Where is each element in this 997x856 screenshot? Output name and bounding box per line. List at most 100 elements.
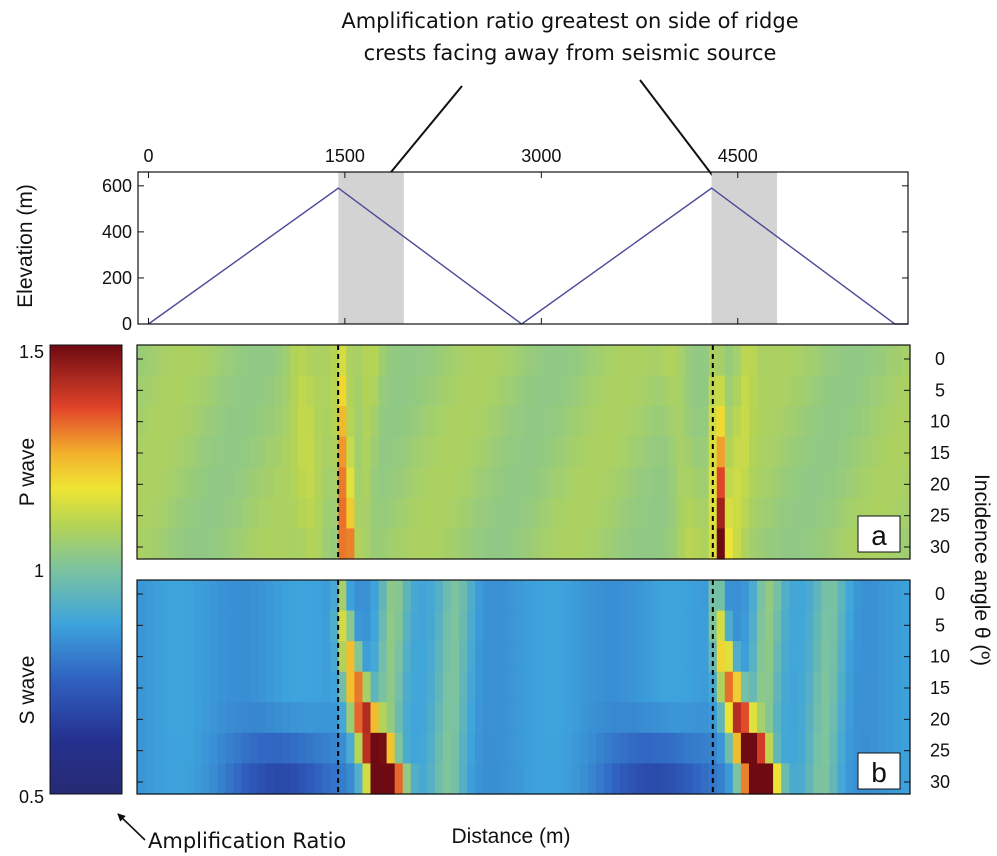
heatmap-b-cell bbox=[241, 763, 251, 795]
heatmap-b-cell bbox=[523, 641, 533, 673]
heatmap-b-cell bbox=[700, 641, 710, 673]
heatmap-b-cell bbox=[281, 763, 291, 795]
heatmap-a-cell bbox=[362, 528, 372, 560]
heatmap-b-cell bbox=[451, 671, 460, 703]
heatmap-b-cell bbox=[773, 702, 782, 734]
heatmap-a-cell bbox=[587, 467, 597, 499]
heatmap-b-cell bbox=[265, 580, 275, 612]
heatmap-a-cell bbox=[394, 436, 404, 468]
heatmap-a-cell bbox=[314, 467, 323, 499]
heatmap-b-cell bbox=[748, 763, 758, 795]
heatmap-a-cell bbox=[813, 406, 823, 438]
heatmap-a-cell bbox=[837, 467, 847, 499]
heatmap-a-cell bbox=[402, 436, 412, 468]
heatmap-a-cell bbox=[765, 345, 774, 377]
heatmap-b-cell bbox=[434, 671, 444, 703]
heatmap-a-cell bbox=[676, 375, 686, 407]
heatmap-b-cell bbox=[869, 641, 879, 673]
heatmap-a-cell bbox=[837, 528, 847, 560]
heatmap-a-cell bbox=[724, 497, 734, 530]
heatmap-a-cell bbox=[265, 436, 275, 468]
heatmap-b-cell bbox=[732, 580, 742, 612]
angle-tick-label-b-25: 25 bbox=[930, 741, 950, 761]
heatmap-b-cell bbox=[257, 763, 267, 795]
heatmap-b-cell bbox=[442, 641, 452, 673]
heatmap-a-cell bbox=[563, 436, 573, 468]
heatmap-b-cell bbox=[225, 732, 235, 765]
heatmap-a-cell bbox=[885, 467, 895, 499]
heatmap-b-cell bbox=[330, 610, 339, 642]
heatmap-b-cell bbox=[402, 732, 412, 765]
heatmap-a-cell bbox=[418, 497, 428, 530]
angle-tick-label-a-15: 15 bbox=[930, 443, 950, 463]
heatmap-b-cell bbox=[225, 610, 235, 642]
heatmap-b-cell bbox=[249, 641, 259, 673]
heatmap-b-cell bbox=[483, 580, 492, 612]
heatmap-b-cell bbox=[402, 580, 412, 612]
heatmap-b-cell bbox=[137, 580, 146, 612]
heatmap-a-cell bbox=[700, 528, 710, 560]
heatmap-b-cell bbox=[628, 610, 637, 642]
heatmap-b-cell bbox=[604, 580, 613, 612]
heatmap-a-cell bbox=[724, 436, 734, 468]
heatmap-b-cell bbox=[442, 610, 452, 642]
heatmap-b-cell bbox=[338, 763, 347, 795]
heatmap-b-cell bbox=[716, 610, 726, 642]
heatmap-b-cell bbox=[346, 671, 355, 703]
heatmap-b-cell bbox=[257, 641, 267, 673]
heatmap-b-cell bbox=[273, 732, 283, 765]
heatmap-a-cell bbox=[289, 345, 299, 377]
heatmap-a-cell bbox=[418, 345, 428, 377]
heatmap-a-cell bbox=[193, 345, 203, 377]
heatmap-b-cell bbox=[700, 732, 710, 765]
heatmap-a-cell bbox=[298, 467, 307, 499]
heatmap-b-cell bbox=[740, 610, 750, 642]
heatmap-a-cell bbox=[289, 436, 299, 468]
heatmap-a-cell bbox=[732, 467, 742, 499]
heatmap-b-cell bbox=[185, 580, 194, 612]
heatmap-a-cell bbox=[829, 345, 839, 377]
heatmap-b-cell bbox=[660, 763, 670, 795]
heatmap-a-cell bbox=[346, 467, 355, 499]
panel-a-frame bbox=[136, 344, 911, 560]
heatmap-a-cell bbox=[684, 375, 694, 407]
heatmap-a-cell bbox=[330, 467, 339, 499]
heatmap-a-cell bbox=[386, 436, 396, 468]
heatmap-a-cell bbox=[499, 528, 508, 560]
heatmap-b-cell bbox=[322, 732, 331, 765]
heatmap-b-cell bbox=[821, 610, 831, 642]
heatmap-b-cell bbox=[716, 671, 726, 703]
heatmap-b-cell bbox=[418, 641, 428, 673]
heatmap-b-cell bbox=[901, 732, 911, 765]
heatmap-a-cell bbox=[362, 406, 372, 438]
heatmap-a-cell bbox=[298, 345, 307, 377]
heatmap-b-cell bbox=[885, 671, 895, 703]
heatmap-a-cell bbox=[289, 528, 299, 560]
heatmap-a-cell bbox=[612, 375, 621, 407]
heatmap-b-cell bbox=[354, 763, 364, 795]
heatmap-a-cell bbox=[153, 345, 162, 377]
heatmap-a-cell bbox=[821, 406, 831, 438]
heatmap-a-cell bbox=[861, 497, 871, 530]
heatmap-a-cell bbox=[587, 436, 597, 468]
heatmap-b-cell bbox=[579, 671, 589, 703]
heatmap-a-cell bbox=[845, 375, 855, 407]
heatmap-b-cell bbox=[885, 732, 895, 765]
heatmap-b-cell bbox=[571, 702, 581, 734]
heatmap-a-cell bbox=[483, 375, 492, 407]
heatmap-a-cell bbox=[716, 436, 726, 468]
colorbar-tick-max: 1.5 bbox=[19, 342, 44, 362]
heatmap-b-cell bbox=[539, 610, 549, 642]
angle-tick-label-b-0: 0 bbox=[935, 584, 945, 604]
heatmap-a-cell bbox=[289, 375, 299, 407]
heatmap-b-cell bbox=[257, 610, 267, 642]
heatmap-b-cell bbox=[748, 610, 758, 642]
heatmap-a-cell bbox=[829, 467, 839, 499]
heatmap-b-cell bbox=[668, 763, 678, 795]
heatmap-b-cell bbox=[475, 763, 484, 795]
heatmap-b-cell bbox=[418, 763, 428, 795]
heatmap-b-cell bbox=[394, 610, 404, 642]
callout-arrow-right bbox=[639, 79, 723, 189]
heatmap-b-cell bbox=[193, 671, 203, 703]
heatmap-b-cell bbox=[346, 580, 355, 612]
